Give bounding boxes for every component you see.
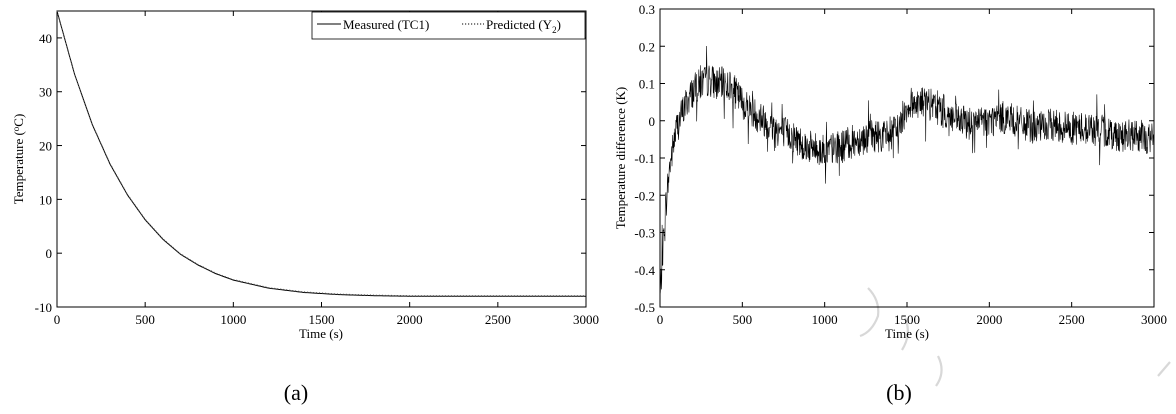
x-tick-label: 1500 <box>894 312 920 327</box>
chart-a-series <box>56 10 586 297</box>
y-tick-label: -0.4 <box>634 263 655 278</box>
x-tick-label: 3000 <box>1141 312 1167 327</box>
y-tick-label: 0 <box>46 246 53 261</box>
chart-b-ticks: 0 500 1000 1500 2000 2500 3000 -0.5 -0.4 -0.3 -0.2… <box>634 2 1167 327</box>
panel-caption-b: (b) <box>886 380 912 405</box>
legend-measured-label: Measured (TC1) <box>343 17 429 32</box>
chart-a-xlabel: Time (s) <box>299 326 343 341</box>
x-tick-label: 500 <box>733 312 753 327</box>
y-tick-label: 10 <box>39 192 52 207</box>
chart-a-ylabel: Temperature (oC) <box>11 114 26 205</box>
y-tick-label: 0 <box>649 114 656 129</box>
chart-b-plot-frame <box>659 8 1155 308</box>
x-tick-label: 2000 <box>397 312 423 327</box>
x-tick-label: 0 <box>657 312 664 327</box>
x-tick-label: 2500 <box>1059 312 1085 327</box>
chart-a-legend: Measured (TC1) Predicted (Y2) <box>311 11 586 40</box>
y-tick-label: 0.2 <box>639 39 655 54</box>
y-tick-label: -0.2 <box>634 188 655 203</box>
x-tick-label: 1000 <box>220 312 246 327</box>
chart-a-plot-frame <box>56 10 587 308</box>
x-tick-label: 0 <box>54 312 61 327</box>
y-tick-label: -10 <box>35 300 52 315</box>
chart-a-legend-box <box>311 11 586 40</box>
series-line-b-0 <box>659 45 1155 297</box>
legend-predicted-label: Predicted (Y2) <box>486 17 561 35</box>
x-tick-label: 1500 <box>309 312 335 327</box>
y-tick-label: -0.5 <box>634 300 655 315</box>
y-tick-label: -0.3 <box>634 226 655 241</box>
y-tick-label: -0.1 <box>634 151 655 166</box>
y-tick-label: 0.3 <box>639 2 655 17</box>
x-tick-label: 2500 <box>485 312 511 327</box>
y-tick-label: 20 <box>39 139 52 154</box>
x-tick-label: 500 <box>135 312 155 327</box>
panel-caption-a: (a) <box>284 380 308 405</box>
chart-b-xlabel: Time (s) <box>885 326 929 341</box>
y-tick-label: 0.1 <box>639 77 655 92</box>
series-line-a-0 <box>56 10 586 297</box>
chart-b-ylabel: Temperature difference (K) <box>613 87 628 230</box>
chart-b: 0 500 1000 1500 2000 2500 3000 -0.5 -0.4 -0.3 -0.2… <box>613 2 1167 405</box>
chart-b-series <box>659 45 1155 297</box>
y-tick-label: 40 <box>39 31 52 46</box>
x-tick-label: 2000 <box>976 312 1002 327</box>
y-tick-label: 30 <box>39 85 52 100</box>
x-tick-label: 1000 <box>812 312 838 327</box>
x-tick-label: 3000 <box>573 312 599 327</box>
series-line-a-1 <box>56 10 586 297</box>
watermark-mark <box>859 287 1171 387</box>
